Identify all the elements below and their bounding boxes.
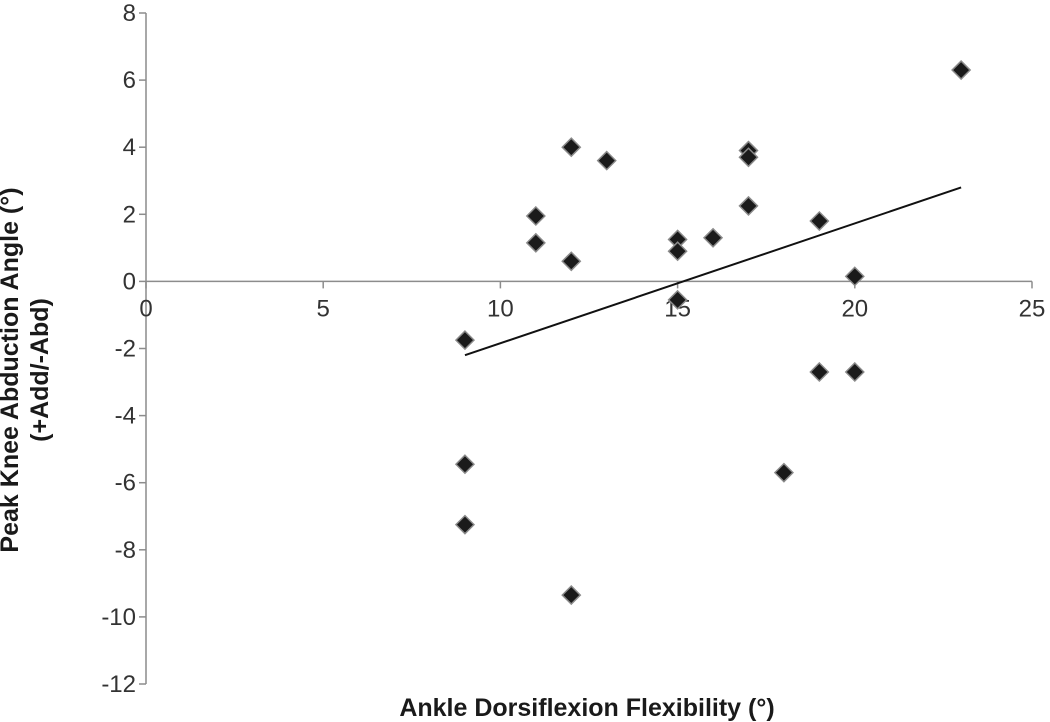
x-tick-label: 0	[139, 295, 152, 322]
data-point	[738, 147, 759, 168]
data-point	[667, 241, 688, 262]
y-tick-label: -12	[101, 671, 136, 698]
y-tick-labels: 8 6 4 2 0 -2 -4 -6 -8 -10 -12	[101, 0, 136, 698]
y-axis-title-line2: (+Add/-Abd)	[26, 298, 54, 442]
y-tick-label: -6	[115, 470, 136, 497]
axes	[139, 12, 1033, 685]
data-point	[667, 289, 688, 310]
data-point	[809, 361, 830, 383]
data-point	[454, 454, 476, 475]
data-point	[561, 251, 582, 272]
y-tick-label: -8	[115, 537, 136, 564]
data-point	[454, 330, 476, 351]
y-axis-title-line1: Peak Knee Abduction Angle (°)	[0, 187, 24, 552]
data-point	[525, 205, 546, 227]
x-tick-label: 10	[487, 295, 514, 322]
data-point	[561, 137, 582, 158]
data-point	[596, 150, 617, 171]
data-point	[525, 232, 546, 253]
data-point	[773, 462, 794, 483]
data-point	[951, 59, 972, 81]
y-tick-label: -10	[101, 604, 136, 631]
y-tick-label: 4	[123, 134, 136, 161]
data-point	[844, 266, 865, 287]
y-tick-label: 0	[123, 268, 136, 295]
y-tick-label: 6	[123, 67, 136, 94]
data-point	[454, 514, 476, 535]
x-tick-label: 25	[1019, 295, 1046, 322]
trend-line	[464, 186, 962, 357]
y-tick-label: -2	[115, 336, 136, 363]
y-tick-label: 8	[123, 0, 136, 27]
data-point	[561, 585, 582, 606]
x-tick-label: 20	[841, 295, 868, 322]
y-tick-label: 2	[123, 201, 136, 228]
x-tick-labels: 0510152025	[139, 295, 1045, 322]
y-tick-label: -4	[115, 403, 136, 430]
x-tick-label: 5	[317, 295, 330, 322]
data-point	[738, 195, 759, 216]
data-point	[844, 361, 865, 383]
data-points	[454, 59, 972, 606]
x-axis-title: Ankle Dorsiflexion Flexibility (°)	[399, 694, 774, 722]
data-point	[702, 227, 724, 248]
data-point	[809, 210, 830, 232]
